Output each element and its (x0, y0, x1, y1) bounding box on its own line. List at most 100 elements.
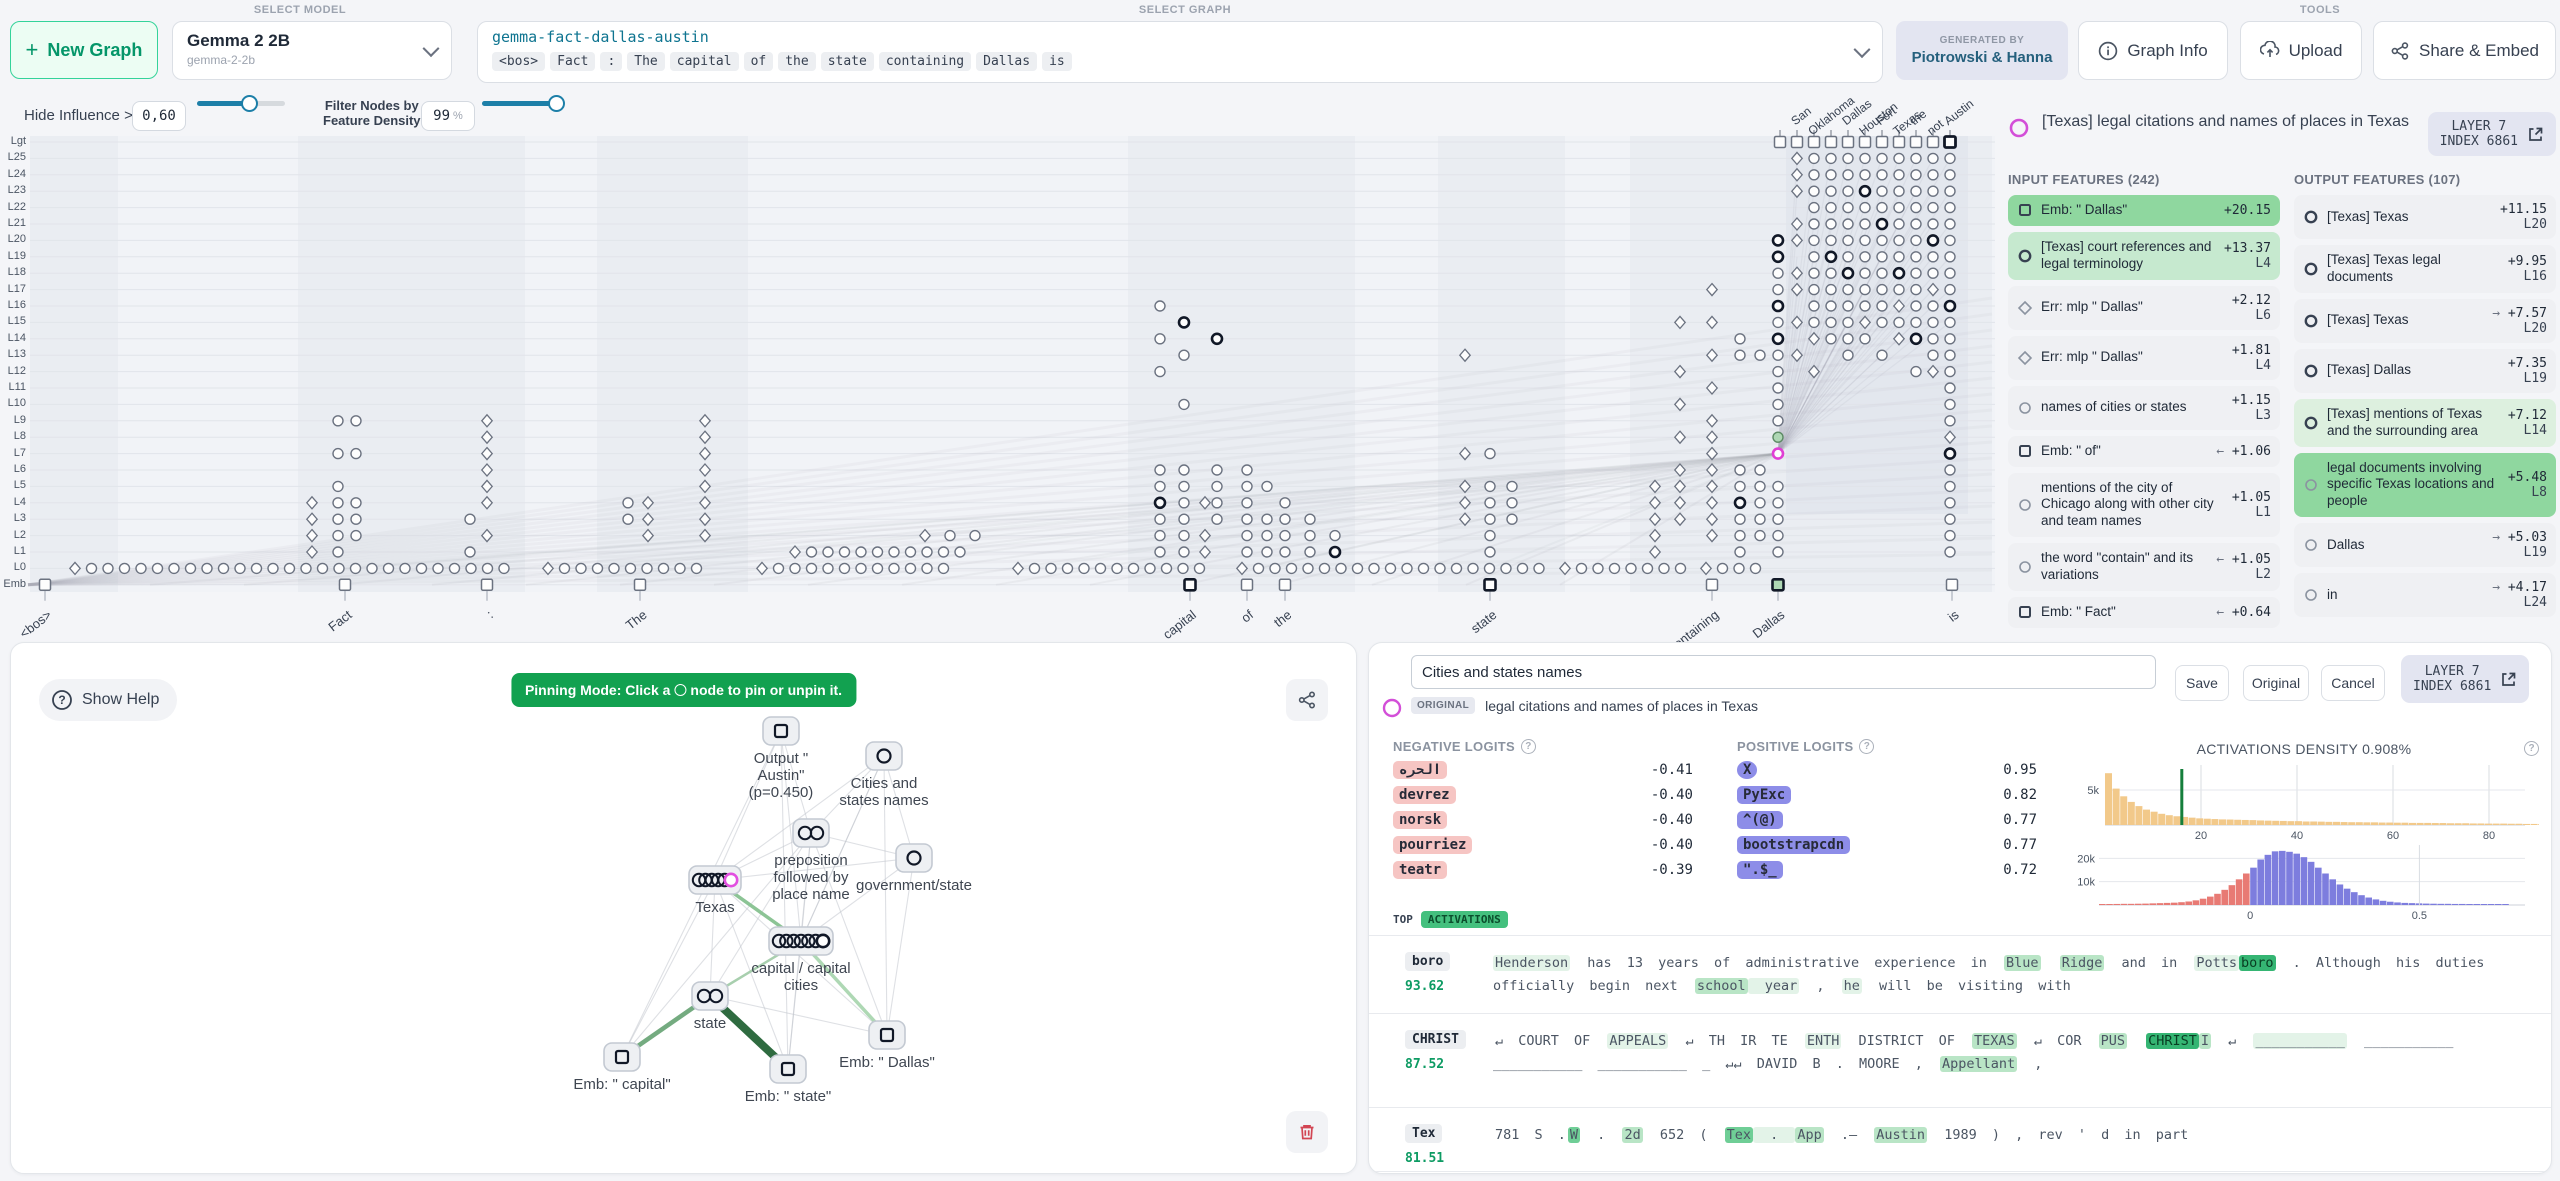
graph-node-circle[interactable] (1893, 251, 1905, 263)
graph-node-circle[interactable] (1944, 415, 1956, 427)
graph-node-circle[interactable] (1944, 513, 1956, 525)
graph-node-circle[interactable] (1893, 152, 1905, 165)
graph-node-circle[interactable] (1808, 169, 1820, 181)
graph-node-circle[interactable] (1910, 283, 1922, 296)
graph-node-diamond[interactable] (1705, 528, 1719, 543)
feature-row[interactable]: [Texas] mentions of Texas and the surrou… (2294, 398, 2556, 447)
graph-node-circle[interactable] (1859, 251, 1871, 263)
graph-node-circle[interactable] (1876, 300, 1888, 312)
graph-node-circle[interactable] (1876, 316, 1888, 329)
graph-node-diamond[interactable] (641, 495, 655, 510)
graph-node-circle[interactable] (657, 562, 670, 575)
graph-node-circle[interactable] (1304, 529, 1316, 542)
graph-node-circle[interactable] (1772, 497, 1784, 509)
graph-node-diamond[interactable] (1705, 282, 1719, 297)
feature-density-input[interactable]: 99% (421, 101, 475, 131)
graph-node-diamond[interactable] (1926, 282, 1940, 297)
graph-node-circle[interactable] (954, 546, 966, 558)
subgraph-node-cap[interactable]: capital / capital cities (751, 926, 851, 994)
graph-node-square[interactable] (338, 578, 352, 592)
logit-token-chip[interactable]: devrez (1393, 786, 1456, 804)
graph-node-circle[interactable] (1944, 349, 1956, 361)
graph-node-circle[interactable] (1754, 349, 1766, 361)
graph-node-circle[interactable] (1944, 267, 1956, 279)
graph-node-circle[interactable] (1771, 299, 1785, 313)
graph-node-circle[interactable] (1842, 169, 1854, 181)
attribution-graph-canvas[interactable] (0, 128, 2005, 648)
graph-node-diamond[interactable] (1648, 512, 1662, 527)
graph-node-circle[interactable] (591, 562, 604, 575)
graph-node-circle[interactable] (1771, 234, 1785, 247)
graph-node-square[interactable] (1824, 135, 1838, 149)
graph-node-diamond[interactable] (1198, 528, 1212, 543)
graph-node-circle[interactable] (1241, 464, 1253, 476)
graph-node-diamond[interactable] (480, 479, 494, 494)
logit-token-chip[interactable]: X (1737, 761, 1758, 779)
graph-node-circle[interactable] (1734, 464, 1746, 476)
graph-node-diamond[interactable] (641, 512, 655, 527)
graph-node-circle[interactable] (1329, 529, 1341, 542)
graph-node-diamond[interactable] (1198, 495, 1212, 510)
slider-knob[interactable] (241, 95, 258, 112)
graph-node-diamond[interactable] (698, 479, 712, 494)
graph-node-circle[interactable] (1842, 152, 1854, 165)
graph-node-square[interactable] (480, 578, 494, 592)
graph-node-circle[interactable] (1772, 267, 1784, 279)
graph-node-circle[interactable] (1825, 316, 1837, 329)
graph-node-circle[interactable] (1859, 201, 1871, 214)
prompt-token[interactable]: : (600, 52, 623, 71)
graph-node-square[interactable] (1790, 135, 1804, 149)
graph-node-circle[interactable] (316, 562, 329, 575)
graph-node-circle[interactable] (1261, 480, 1273, 493)
graph-node-circle[interactable] (1304, 546, 1316, 558)
graph-node-diamond[interactable] (1648, 528, 1662, 543)
graph-select[interactable]: gemma-fact-dallas-austin <bos> Fact: The ca… (477, 21, 1883, 83)
graph-node-circle[interactable] (1859, 218, 1871, 230)
feature-row[interactable]: [Texas] Texas legal documents +9.95 L16 (2294, 245, 2556, 293)
graph-node-circle[interactable] (1351, 562, 1364, 575)
graph-node-circle[interactable] (1734, 546, 1746, 558)
subgraph-node-embD[interactable]: Emb: " Dallas" (839, 1020, 935, 1071)
graph-node-circle[interactable] (1876, 185, 1888, 197)
graph-node-diamond[interactable] (1807, 331, 1821, 346)
graph-node-square[interactable] (1278, 578, 1292, 592)
graph-node-circle[interactable] (1927, 316, 1939, 329)
cancel-button[interactable]: Cancel (2321, 665, 2385, 701)
graph-node-circle[interactable] (1484, 546, 1496, 558)
graph-node-circle[interactable] (1154, 300, 1166, 312)
graph-node-circle[interactable] (1824, 250, 1838, 264)
prompt-token[interactable]: capital (669, 52, 739, 71)
graph-node-circle[interactable] (1434, 562, 1446, 575)
graph-node-circle[interactable] (465, 562, 477, 575)
graph-node-circle[interactable] (1302, 562, 1314, 575)
graph-node-circle[interactable] (1061, 562, 1074, 575)
graph-node-diamond[interactable] (1673, 495, 1687, 510)
graph-node-circle[interactable] (1484, 513, 1496, 525)
graph-node-diamond[interactable] (1705, 512, 1719, 527)
feature-row[interactable]: names of cities or states +1.15 L3 (2008, 385, 2280, 430)
graph-node-diamond[interactable] (1790, 233, 1804, 248)
graph-node-circle[interactable] (1772, 513, 1784, 525)
graph-node-diamond[interactable] (1943, 430, 1957, 445)
graph-node-circle[interactable] (415, 562, 428, 575)
graph-node-square[interactable] (1926, 135, 1940, 149)
graph-node-circle[interactable] (1825, 218, 1837, 230)
graph-node-circle[interactable] (1754, 529, 1766, 542)
graph-node-circle[interactable] (1772, 365, 1784, 378)
graph-node-circle[interactable] (1771, 332, 1785, 346)
graph-node-diamond[interactable] (755, 561, 769, 576)
graph-node-circle[interactable] (622, 497, 634, 509)
feature-label-input[interactable] (1411, 655, 2156, 689)
graph-node-circle[interactable] (1484, 497, 1496, 509)
graph-node-circle[interactable] (332, 513, 344, 525)
graph-node-circle[interactable] (135, 562, 147, 575)
logit-token-chip[interactable]: PyExc (1737, 786, 1792, 804)
graph-node-circle[interactable] (1944, 546, 1956, 558)
graph-node-diamond[interactable] (1705, 463, 1719, 477)
graph-node-circle[interactable] (1178, 398, 1190, 411)
graph-node-circle[interactable] (1927, 300, 1939, 312)
graph-node-circle[interactable] (1772, 349, 1784, 361)
graph-node-diamond[interactable] (480, 446, 494, 461)
subgraph-node-cit[interactable]: Cities and states names (839, 741, 929, 809)
graph-node-circle[interactable] (1944, 169, 1956, 181)
